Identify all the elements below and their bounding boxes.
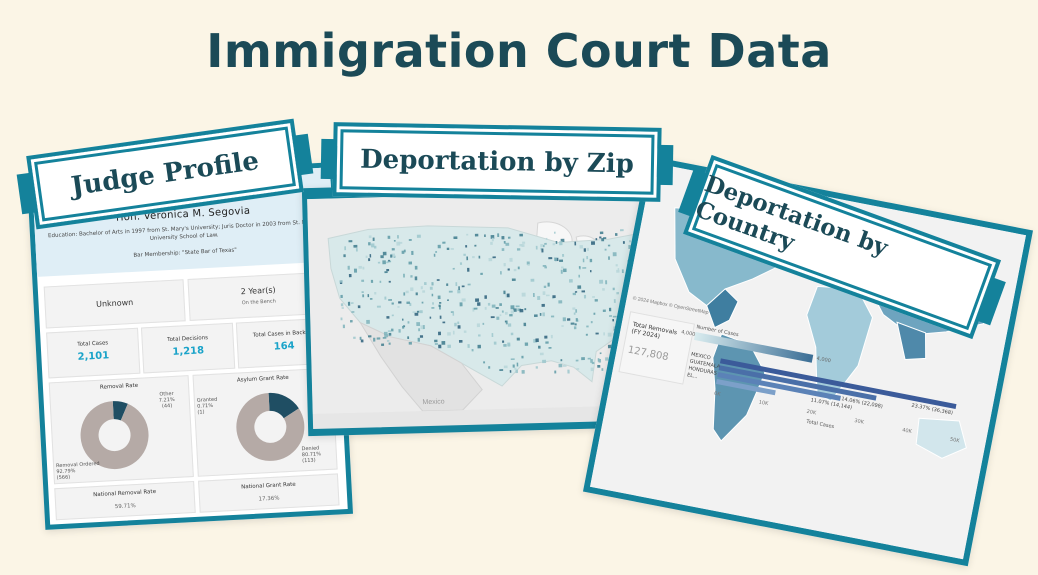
total-removals-value: 127,808 [626,344,670,364]
granted-label: Granted 0.71% (1) [196,396,218,416]
axis-tick: 0K [713,390,721,398]
deportation-zip-banner: Deportation by Zip [320,122,674,202]
appointment-tile: Unknown [43,279,186,329]
asylum-donut [236,392,305,461]
national-removal-value: 59.71% [114,503,136,511]
us-zip-map: Mexico [307,188,698,415]
denied-label: Denied 80.71% (113) [301,445,322,465]
national-grant-value: 17.36% [258,495,280,503]
national-grant-label: National Grant Rate [241,481,296,491]
asylum-rate-tile: Asylum Grant Rate Granted 0.71% (1) Denied… [192,367,338,477]
total-removals-label: Total Removals (FY 2024) [630,320,678,341]
total-removals-tile: Total Removals (FY 2024) 127,808 [618,311,696,385]
national-grant-tile: National Grant Rate 17.36% [198,473,340,513]
zip-map-card: Mexico [301,177,704,437]
total-cases-label: Total Cases [77,340,109,348]
page-title: Immigration Court Data [206,24,832,78]
mexico-label: Mexico [422,399,444,407]
national-removal-label: National Removal Rate [93,488,157,499]
deportation-zip-banner-text: Deportation by Zip [359,144,635,180]
total-decisions-tile: Total Decisions 1,218 [140,322,236,374]
slice-removal-ordered [80,401,149,470]
total-decisions-label: Total Decisions [167,335,209,344]
removal-other-label: Other 7.21% (44) [158,390,175,410]
national-removal-tile: National Removal Rate 59.71% [54,480,196,521]
judge-profile-card: Hon. Veronica M. Segovia Education: Bach… [26,162,354,530]
slice-other [112,401,128,421]
removal-rate-tile: Removal Rate Other 7.21% (44) Removal Orde… [48,375,194,485]
removal-ordered-label: Removal Ordered 92.79% (566) [55,460,100,482]
slice-denied [236,392,305,461]
appointment-value: Unknown [95,297,134,309]
total-decisions-value: 1,218 [172,345,205,358]
total-cases-value: 2,101 [77,350,110,363]
total-cases-tile: Total Cases 2,101 [46,327,141,379]
removal-donut [80,401,149,470]
slice-granted [268,392,299,419]
